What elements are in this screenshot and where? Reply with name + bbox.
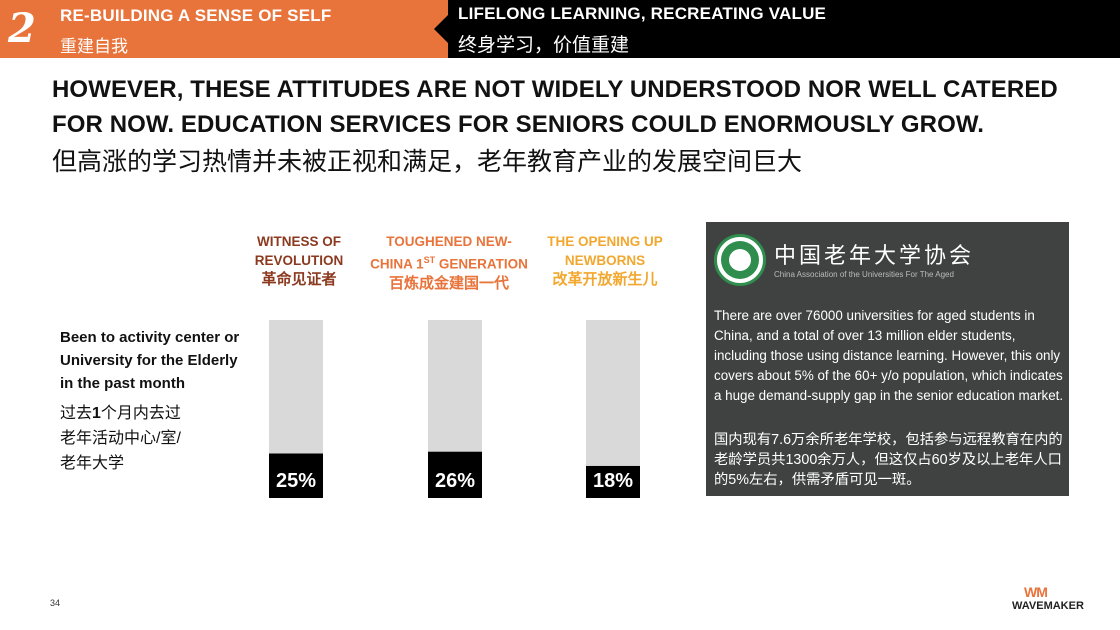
bar xyxy=(428,451,482,498)
info-text-en: There are over 76000 universities for ag… xyxy=(714,308,1064,403)
generation-en-line1: THE OPENING UP xyxy=(547,234,663,249)
generation-en-line1: TOUGHENED NEW- xyxy=(386,234,512,249)
info-box: 中国老年大学协会 China Association of the Univer… xyxy=(706,222,1069,496)
section-number: 2 xyxy=(8,5,36,52)
generation-header-revolution: WITNESS OF REVOLUTION 革命见证者 xyxy=(204,232,394,290)
generation-zh: 改革开放新生儿 xyxy=(552,271,658,288)
row-label-zh: 过去1个月内去过 老年活动中心/室/ 老年大学 xyxy=(60,401,250,476)
bar xyxy=(586,465,640,498)
subsection-title-zh: 终身学习，价值重建 xyxy=(458,35,630,56)
row-label-zh-post: 个月内去过 xyxy=(100,405,181,422)
generation-zh: 百炼成金建国一代 xyxy=(388,274,509,292)
generation-zh: 革命见证者 xyxy=(261,271,337,288)
association-logo-icon xyxy=(714,234,766,286)
row-label-en: Been to activity center or University fo… xyxy=(60,329,240,392)
row-label: Been to activity center or University fo… xyxy=(60,326,250,476)
association-name-en: China Association of the Universities Fo… xyxy=(774,270,954,279)
section-header-right: LIFELONG LEARNING, RECREATING VALUE 终身学习… xyxy=(448,0,1120,58)
row-label-zh-line2: 老年活动中心/室/ xyxy=(60,430,181,447)
generation-en-line2-post: GENERATION xyxy=(435,256,528,272)
generation-en-line2: CHINA 1ST GENERATION xyxy=(354,251,544,274)
section-header-left: 2 RE-BUILDING A SENSE OF SELF 重建自我 xyxy=(0,0,448,58)
headline-en: HOWEVER, THESE ATTITUDES ARE NOT WIDELY … xyxy=(52,76,1058,138)
activity-bar-chart: 25% 26% 18% xyxy=(269,320,640,498)
bar-value-label: 25% xyxy=(276,470,316,492)
row-label-zh-line1: 过去1个月内去过 xyxy=(60,401,250,426)
header-arrow-icon xyxy=(434,15,448,43)
generation-header-opening-up: THE OPENING UP NEWBORNS 改革开放新生儿 xyxy=(510,232,700,290)
bar-value-label: 18% xyxy=(593,470,633,492)
association-name-zh: 中国老年大学协会 xyxy=(774,244,975,269)
generation-header-new-china: TOUGHENED NEW- CHINA 1ST GENERATION 百炼成金… xyxy=(354,232,544,294)
generation-en-line2-sup: ST xyxy=(423,255,436,265)
brand-logo-icon: WM xyxy=(1024,584,1048,600)
generation-en-line1: WITNESS OF xyxy=(257,234,341,249)
subsection-title-en: LIFELONG LEARNING, RECREATING VALUE xyxy=(458,4,827,23)
generation-en-line2: NEWBORNS xyxy=(564,253,646,268)
section-title-zh: 重建自我 xyxy=(60,37,128,56)
section-title-en: RE-BUILDING A SENSE OF SELF xyxy=(60,6,332,25)
brand-name: WAVEMAKER xyxy=(1012,600,1084,612)
info-text-zh: 国内现有7.6万余所老年学校，包括参与远程教育在内的老龄学员共1300余万人，但… xyxy=(714,432,1063,488)
generation-en-line2-pre: CHINA 1 xyxy=(370,256,424,272)
page-number: 34 xyxy=(50,598,61,608)
bar xyxy=(269,453,323,498)
headline-zh: 但高涨的学习热情并未被正视和满足，老年教育产业的发展空间巨大 xyxy=(52,148,803,176)
generation-en-line2: REVOLUTION xyxy=(254,253,344,268)
row-label-zh-pre: 过去 xyxy=(60,405,93,422)
bar-value-label: 26% xyxy=(435,470,475,492)
row-label-zh-line3: 老年大学 xyxy=(60,455,125,472)
row-label-zh-num: 1 xyxy=(92,405,101,422)
